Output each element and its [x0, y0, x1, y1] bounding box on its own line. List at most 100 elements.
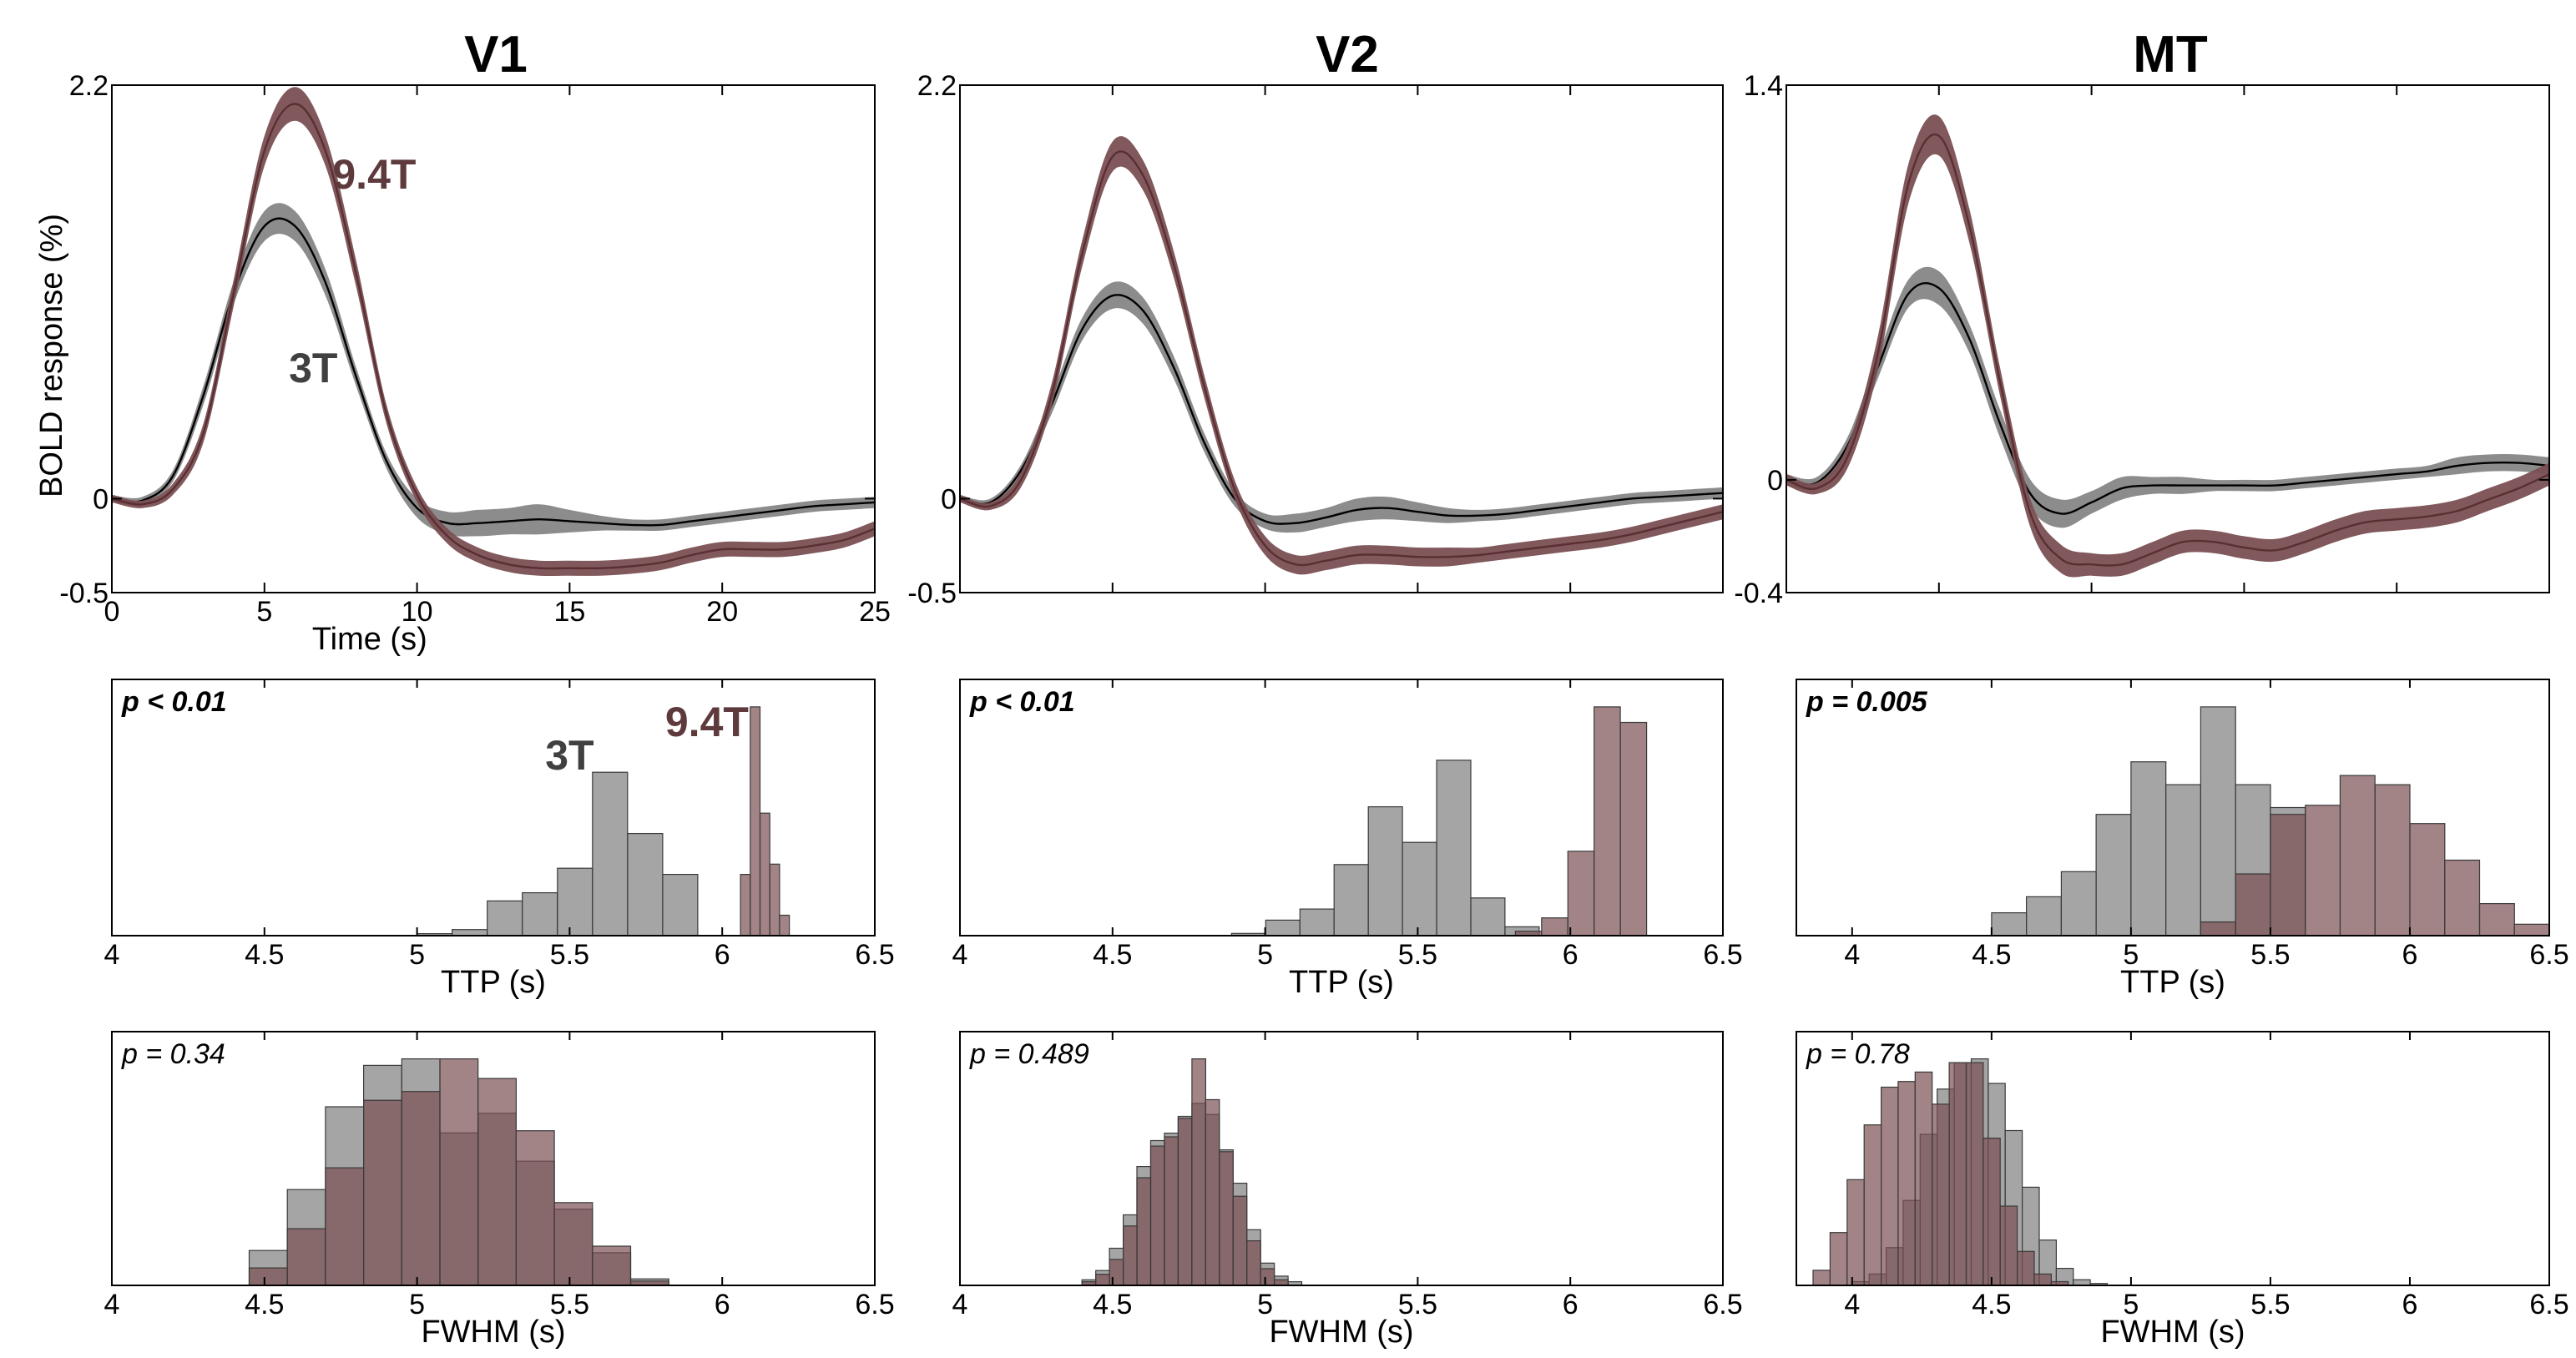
- histogram-bar-9-4t: [2270, 814, 2306, 936]
- plot-frame: [959, 679, 1724, 936]
- x-tick-label: 4: [1844, 939, 1860, 971]
- plot-frame: [111, 679, 876, 936]
- column-title-v2: V2: [1316, 26, 1379, 83]
- histogram-bar-9-4t: [2017, 1250, 2035, 1286]
- histogram-bar-3t: [2200, 706, 2236, 936]
- histogram-bar-3t: [451, 929, 488, 936]
- histogram-bar-9-4t: [1109, 1259, 1124, 1286]
- series-line-3t: [960, 294, 1723, 525]
- histogram-bar-3t: [2130, 761, 2167, 936]
- p-value-label: p = 0.005: [1806, 686, 1928, 718]
- histogram-bar-9-4t: [2033, 1273, 2052, 1286]
- histogram-bar-3t: [487, 900, 523, 936]
- x-tick-label: 5.5: [1398, 939, 1437, 971]
- x-tick-label: 4.5: [1093, 1289, 1132, 1320]
- x-tick-label: 5.5: [550, 1289, 589, 1320]
- x-tick-label: 5.5: [1398, 1289, 1437, 1320]
- y-tick-label: 0: [93, 483, 109, 515]
- histogram-panel-fwhm-mt: 4 4.5 5 5.5 6 6.5 FWHM (s) p = 0.78: [1796, 1031, 2569, 1350]
- curve-label-9-4t: 9.4T: [332, 151, 416, 198]
- x-tick-label: 6: [2402, 939, 2418, 971]
- x-tick-label: 6.5: [1703, 939, 1742, 971]
- histogram-panel-fwhm-v1: 4 4.5 5 5.5 6 6.5 FWHM (s) p = 0.34: [104, 1031, 895, 1350]
- x-tick-label: 6.5: [1703, 1289, 1742, 1320]
- x-tick-label: 6: [1563, 1289, 1578, 1320]
- histogram-bar-9-4t: [439, 1058, 479, 1286]
- histogram-bar-9-4t: [1897, 1081, 1916, 1286]
- y-tick-label: -0.5: [59, 578, 109, 609]
- p-value-label: p = 0.489: [969, 1038, 1089, 1070]
- series-band-3t: [960, 281, 1723, 533]
- series-band-3t: [112, 203, 875, 537]
- histogram-bar-9-4t: [515, 1130, 555, 1286]
- series-line-9-4t: [960, 150, 1723, 567]
- column-title-mt: MT: [2133, 26, 2208, 83]
- x-tick-label: 5.5: [550, 939, 589, 971]
- bar-label-9-4t: 9.4T: [665, 699, 749, 745]
- histogram-bar-9-4t: [1594, 706, 1621, 936]
- x-tick-label: 6.5: [2529, 1289, 2568, 1320]
- x-tick-label: 4.5: [245, 939, 284, 971]
- x-tick-label: 6: [715, 1289, 730, 1320]
- histogram-bar-9-4t: [779, 914, 790, 936]
- histogram-panel-fwhm-v2: 4 4.5 5 5.5 6 6.5 FWHM (s) p = 0.489: [952, 1031, 1743, 1350]
- x-tick-label: 5.5: [2250, 939, 2290, 971]
- plot-frame: [111, 1031, 876, 1286]
- histogram-bar-9-4t: [1863, 1124, 1882, 1286]
- plot-frame: [959, 84, 1724, 593]
- y-tick-label: 0: [941, 483, 957, 515]
- histogram-bar-9-4t: [1965, 1062, 1984, 1286]
- x-axis-label: TTP (s): [441, 965, 546, 1000]
- timecourse-panel-v2: -0.5 0 2.2: [907, 70, 1724, 609]
- histogram-bar-3t: [2073, 1279, 2091, 1286]
- x-tick-label: 5: [1257, 1289, 1273, 1320]
- histogram-bar-9-4t: [2374, 784, 2411, 936]
- plot-frame: [111, 84, 876, 593]
- x-tick-label: 6: [715, 939, 730, 971]
- histogram-bar-3t: [1265, 919, 1301, 936]
- histogram-bar-9-4t: [1122, 1225, 1138, 1286]
- histogram-panel-ttp-v1: 4 4.5 5 5.5 6 6.5 TTP (s) p < 0.01 3T 9.4T: [104, 679, 895, 1000]
- x-tick-label: 4: [104, 1289, 120, 1320]
- plot-area: [112, 87, 875, 577]
- column-titles: V1 V2 MT: [464, 26, 2208, 83]
- x-tick-label: 10: [402, 596, 433, 628]
- histogram-bar-9-4t: [1567, 851, 1595, 936]
- y-tick-label: 1.4: [1744, 70, 1783, 102]
- p-value-label: p = 0.34: [121, 1038, 225, 1070]
- histogram-bar-9-4t: [2305, 805, 2341, 936]
- histogram-bar-9-4t: [1948, 1062, 1967, 1286]
- p-value-label: p < 0.01: [121, 686, 227, 718]
- series-line-3t: [112, 217, 875, 527]
- histogram-bar-9-4t: [1219, 1151, 1234, 1286]
- histogram-bar-3t: [522, 891, 558, 936]
- histogram-bar-9-4t: [592, 1245, 632, 1286]
- histogram-bar-9-4t: [1246, 1239, 1261, 1286]
- p-value-label: p < 0.01: [969, 686, 1075, 718]
- x-tick-label: 5: [2123, 939, 2139, 971]
- column-title-v1: V1: [464, 26, 528, 83]
- histogram-bar-9-4t: [2235, 873, 2271, 936]
- plot-area: [1786, 114, 2549, 578]
- y-tick-label: 2.2: [69, 70, 109, 102]
- x-tick-label: 15: [553, 596, 585, 628]
- histogram-bar-9-4t: [1812, 1270, 1831, 1286]
- x-axis-label: FWHM (s): [421, 1315, 565, 1350]
- histogram-bar-9-4t: [553, 1202, 593, 1286]
- x-axis-label: FWHM (s): [2100, 1315, 2245, 1350]
- histogram-bar-9-4t: [1881, 1086, 1899, 1286]
- series-band-9-4t: [1786, 114, 2549, 578]
- histogram-bar-9-4t: [2444, 859, 2481, 936]
- x-tick-label: 4.5: [1972, 939, 2011, 971]
- timecourse-panel-mt: -0.4 0 1.4: [1734, 70, 2550, 609]
- x-tick-label: 5: [2123, 1289, 2139, 1320]
- x-tick-label: 4: [1844, 1289, 1860, 1320]
- x-tick-label: 4.5: [1972, 1289, 2011, 1320]
- x-tick-label: 6.5: [855, 939, 894, 971]
- x-tick-label: 5: [1257, 939, 1273, 971]
- histogram-bar-3t: [2026, 896, 2063, 936]
- histogram-bar-9-4t: [1999, 1205, 2018, 1286]
- histogram-bar-3t: [1299, 908, 1335, 936]
- x-axis-label: Time (s): [312, 622, 427, 657]
